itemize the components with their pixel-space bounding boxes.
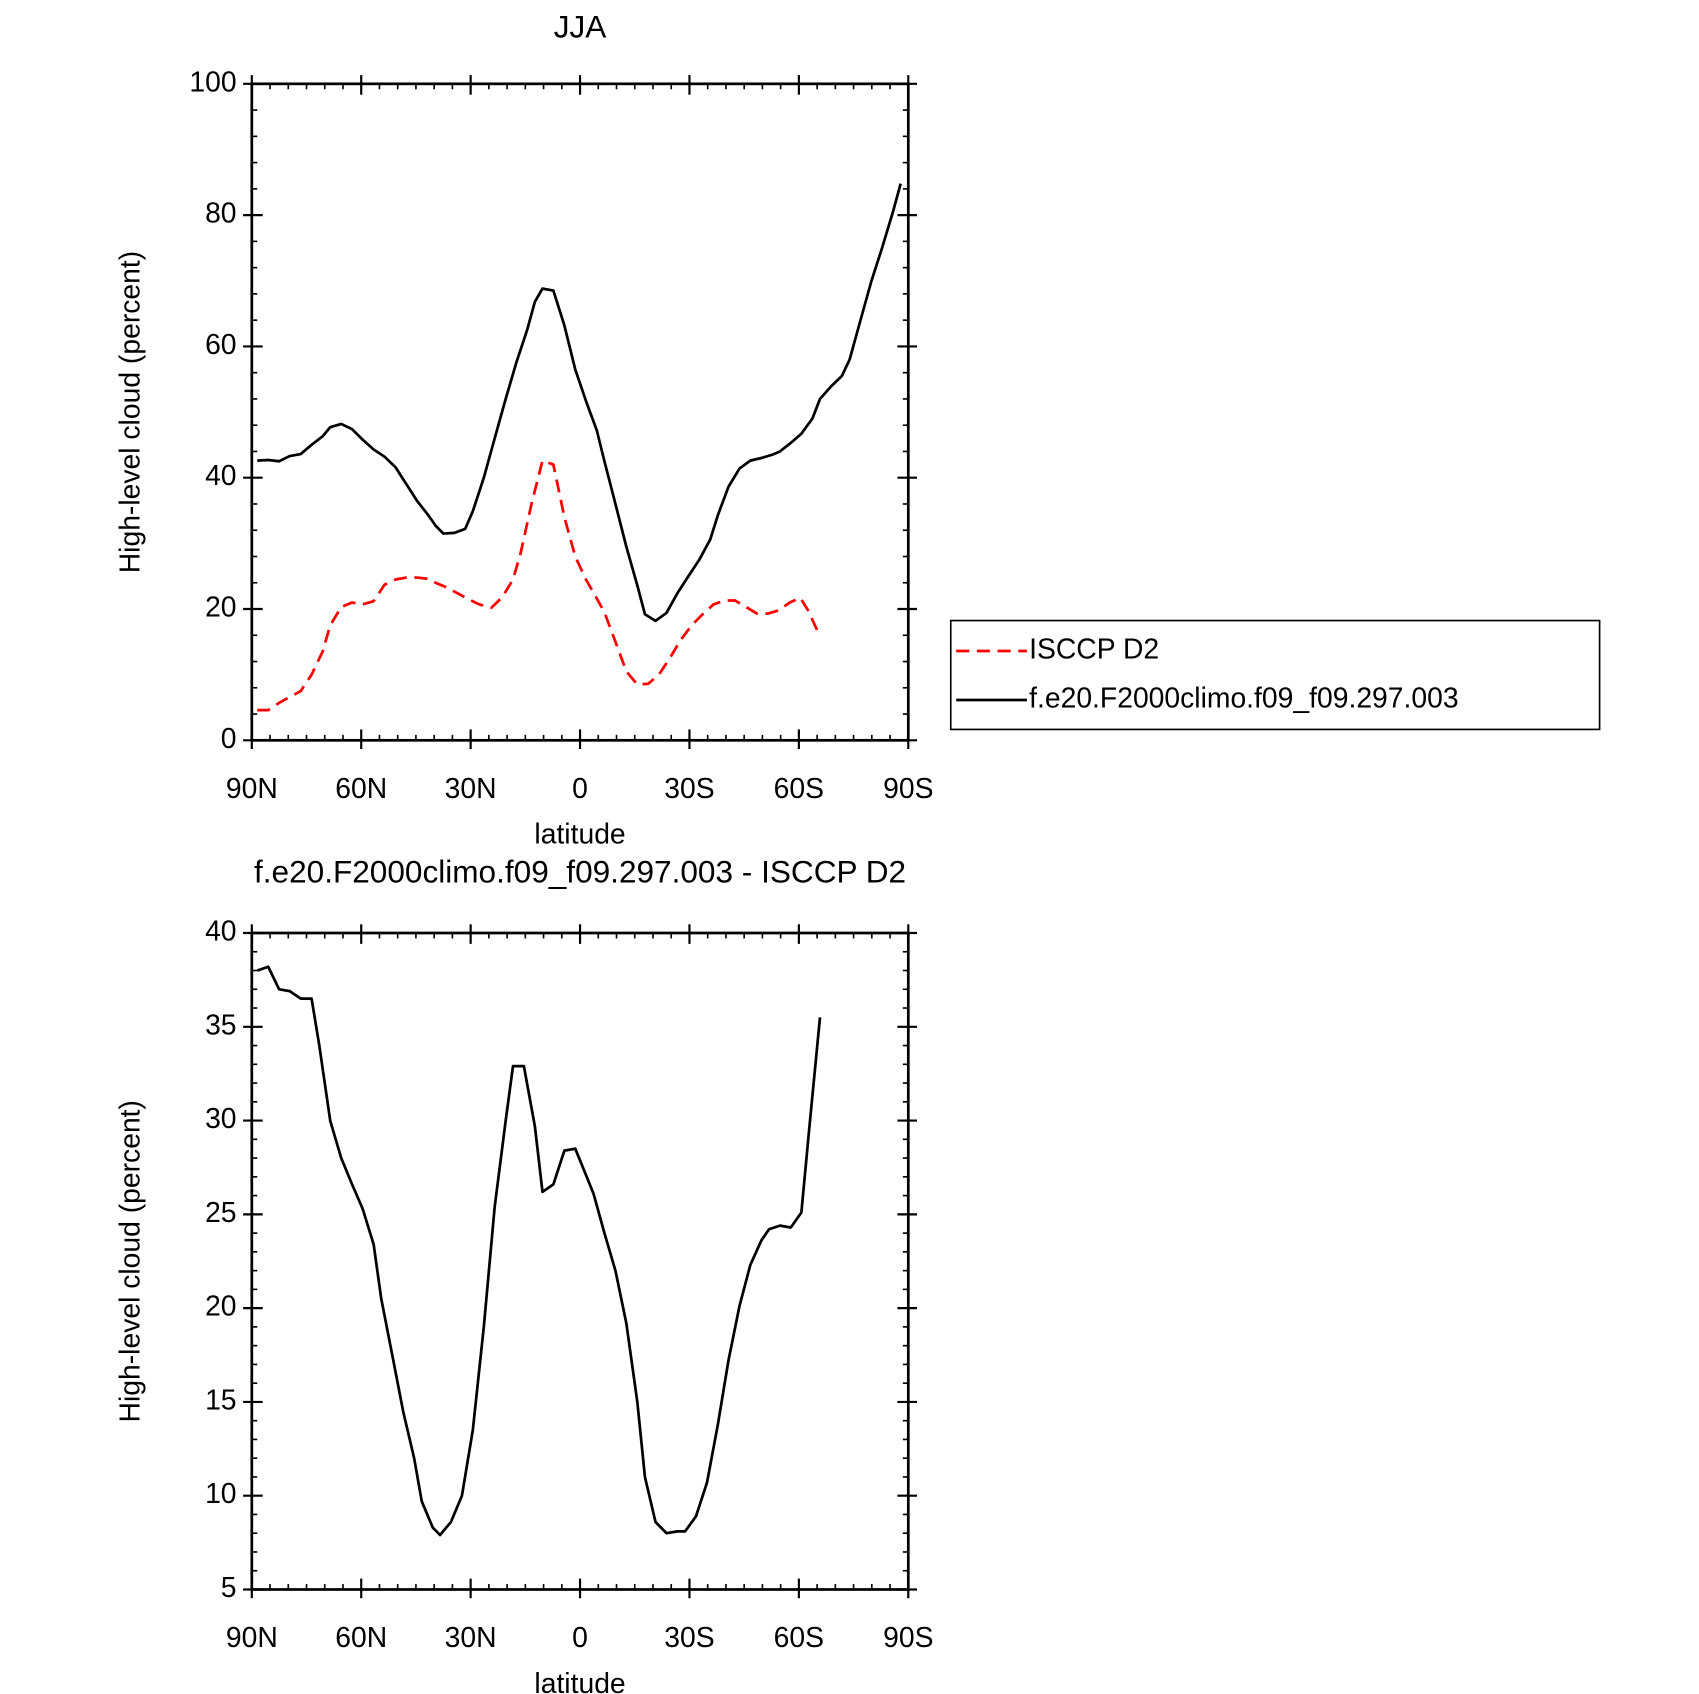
x-tick-label: 30S	[664, 1621, 714, 1653]
x-tick-label: 60S	[774, 1621, 824, 1653]
x-tick-label: 60N	[335, 1621, 387, 1653]
x-tick-label: 90N	[226, 772, 278, 804]
x-tick-label: 30N	[445, 1621, 497, 1653]
x-tick-label: 90S	[883, 772, 933, 804]
plot-frame	[250, 931, 910, 1591]
x-tick-label: 0	[572, 1621, 588, 1653]
y-tick-label: 35	[205, 1008, 236, 1040]
x-tick-label: 30N	[445, 772, 497, 804]
y-tick-label: 30	[205, 1102, 236, 1134]
legend-box	[949, 619, 1601, 731]
legend-label: ISCCP D2	[1029, 633, 1159, 665]
x-tick-label: 60N	[335, 772, 387, 804]
x-tick-label: 90N	[226, 1621, 278, 1653]
y-tick-label: 80	[205, 197, 236, 229]
y-tick-label: 20	[205, 1290, 236, 1322]
y-tick-label: 20	[205, 590, 236, 622]
x-tick-label: 90S	[883, 1621, 933, 1653]
y-tick-label: 60	[205, 328, 236, 360]
y-tick-label: 40	[205, 459, 236, 491]
x-tick-label: 30S	[664, 772, 714, 804]
y-tick-label: 10	[205, 1477, 236, 1509]
data-line	[257, 459, 821, 712]
plot-frame	[250, 82, 910, 742]
x-tick-label: 0	[572, 772, 588, 804]
data-line	[257, 183, 902, 623]
chart-title: JJA	[554, 9, 607, 45]
y-tick-label: 0	[221, 722, 237, 754]
x-axis-label: latitude	[534, 818, 625, 850]
y-tick-label: 25	[205, 1196, 236, 1228]
x-tick-label: 60S	[774, 772, 824, 804]
data-line	[256, 965, 822, 1537]
y-tick-label: 40	[205, 914, 236, 946]
y-tick-label: 15	[205, 1383, 236, 1415]
chart-title: f.e20.F2000climo.f09_f09.297.003 - ISCCP…	[254, 854, 906, 890]
y-tick-label: 5	[221, 1571, 237, 1603]
x-axis-label: latitude	[534, 1667, 625, 1694]
y-axis-label: High-level cloud (percent)	[114, 251, 146, 573]
legend-label: f.e20.F2000climo.f09_f09.297.003	[1029, 681, 1458, 713]
y-axis-label: High-level cloud (percent)	[114, 1100, 146, 1422]
y-tick-label: 100	[189, 65, 236, 97]
